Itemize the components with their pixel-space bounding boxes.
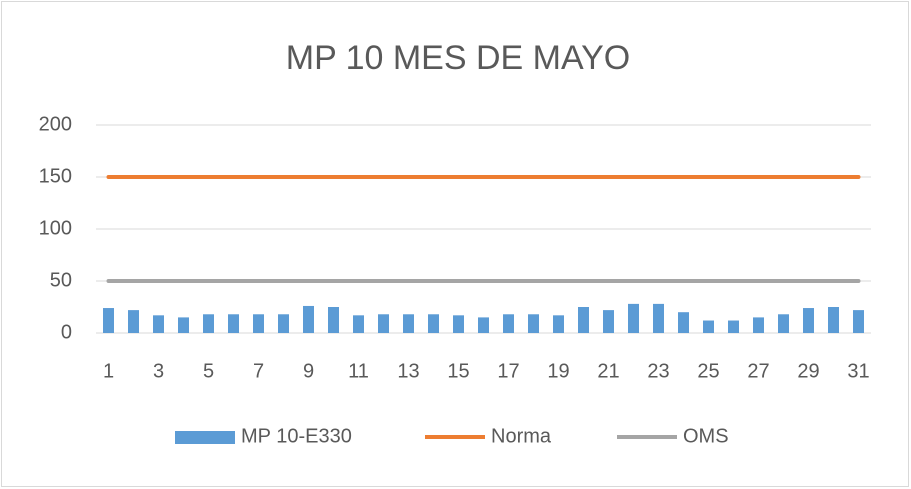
x-tick-label: 19 xyxy=(547,360,569,382)
bar xyxy=(803,308,814,333)
x-tick-label: 7 xyxy=(253,360,264,382)
bar xyxy=(128,310,139,333)
bar xyxy=(528,314,539,333)
x-tick-label: 1 xyxy=(103,360,114,382)
bar xyxy=(553,315,564,333)
bar xyxy=(378,314,389,333)
bar xyxy=(303,305,314,333)
bar xyxy=(853,310,864,333)
legend-label: MP 10-E330 xyxy=(241,425,352,447)
bar xyxy=(253,314,264,333)
bar xyxy=(328,307,339,333)
bar xyxy=(653,303,664,333)
x-tick-label: 23 xyxy=(647,360,669,382)
bar xyxy=(478,317,489,333)
bar xyxy=(778,314,789,333)
x-tick-label: 5 xyxy=(203,360,214,382)
bar xyxy=(503,314,514,333)
x-tick-label: 13 xyxy=(397,360,419,382)
legend-label: OMS xyxy=(683,425,729,447)
x-tick-label: 9 xyxy=(303,360,314,382)
x-tick-label: 31 xyxy=(847,360,869,382)
x-tick-label: 11 xyxy=(348,360,369,382)
bar xyxy=(578,307,589,333)
bar xyxy=(453,315,464,333)
bar xyxy=(228,314,239,333)
bar xyxy=(203,314,214,333)
bar xyxy=(403,314,414,333)
bar xyxy=(603,310,614,333)
x-tick-label: 17 xyxy=(497,360,519,382)
x-tick-label: 3 xyxy=(153,360,164,382)
legend-swatch xyxy=(175,431,235,444)
bar xyxy=(428,314,439,333)
chart-title: MP 10 MES DE MAYO xyxy=(286,39,631,77)
y-tick-label: 0 xyxy=(61,321,72,343)
bar xyxy=(828,307,839,333)
bar xyxy=(153,315,164,333)
x-tick-label: 29 xyxy=(797,360,819,382)
bar xyxy=(753,317,764,333)
bar xyxy=(353,315,364,333)
bar xyxy=(278,314,289,333)
x-tick-label: 15 xyxy=(447,360,469,382)
y-tick-label: 50 xyxy=(50,269,72,291)
bar xyxy=(703,320,714,333)
y-tick-label: 100 xyxy=(39,217,72,239)
x-tick-label: 21 xyxy=(597,360,619,382)
legend-label: Norma xyxy=(491,425,552,447)
y-tick-label: 150 xyxy=(39,165,72,187)
bar xyxy=(728,320,739,333)
y-tick-label: 200 xyxy=(39,113,72,135)
bar xyxy=(178,317,189,333)
bar xyxy=(103,308,114,333)
bar xyxy=(678,312,689,333)
bar xyxy=(628,303,639,333)
x-tick-label: 25 xyxy=(697,360,719,382)
x-tick-label: 27 xyxy=(747,360,769,382)
